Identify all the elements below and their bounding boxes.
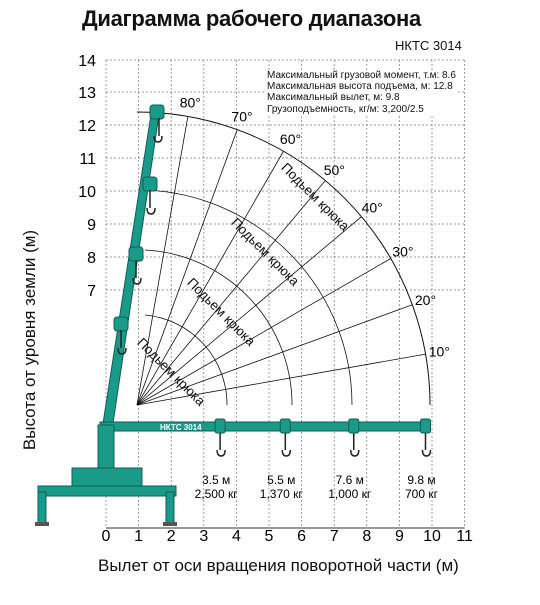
- raised-boom: [101, 107, 161, 431]
- capacity-reach: 9.8 м: [407, 473, 435, 487]
- angle-label: 80°: [180, 95, 201, 111]
- hook: [117, 347, 127, 355]
- inner-arc: [144, 314, 228, 406]
- outrigger-beam: [37, 485, 177, 497]
- angle-label: 30°: [392, 244, 413, 260]
- x-tick-label: 8: [362, 528, 371, 545]
- boom-section-head: [348, 418, 360, 434]
- crane-base: [71, 467, 143, 489]
- hook: [216, 449, 226, 457]
- x-tick-label: 5: [265, 528, 274, 545]
- angle-label: 40°: [362, 200, 383, 216]
- outrigger-pad: [35, 522, 49, 526]
- boom-section-head: [279, 418, 291, 434]
- capacity-reach: 5.5 м: [267, 473, 295, 487]
- hook: [146, 207, 156, 215]
- spec-max-reach: Максимальный вылет, м: 9.8: [267, 92, 400, 104]
- hook: [281, 449, 292, 457]
- y-tick-label: 11: [79, 151, 96, 168]
- inner-arc: [144, 249, 293, 406]
- angle-ray: [136, 116, 189, 406]
- crane: НКТС 3014: [35, 104, 432, 526]
- boom-head: [128, 246, 144, 262]
- angle-label: 10°: [429, 344, 450, 360]
- capacity-load: 700 кг: [405, 487, 439, 501]
- outrigger-pad: [163, 522, 177, 526]
- y-tick-label: 13: [78, 85, 96, 102]
- boom-head: [113, 316, 129, 332]
- angle-label: 70°: [231, 109, 252, 125]
- x-tick-label: 0: [102, 528, 111, 545]
- angle-ray: [136, 353, 426, 406]
- hook: [132, 277, 142, 285]
- y-axis-label: Высота от уровня земли (м): [20, 229, 39, 451]
- diagram-title: Диаграмма рабочего диапазона: [82, 6, 421, 31]
- angle-ray: [136, 180, 326, 406]
- capacity-reach: 3.5 м: [202, 473, 230, 487]
- x-tick-label: 10: [423, 528, 441, 545]
- spec-max-moment: Максимальный грузовой момент, т.м: 8.6: [267, 70, 456, 81]
- x-tick-label: 4: [232, 528, 241, 545]
- inner-arc: [144, 189, 353, 406]
- angle-label: 20°: [415, 292, 436, 308]
- y-tick-label: 12: [78, 118, 96, 135]
- outrigger-leg: [37, 491, 47, 525]
- x-tick-label: 1: [134, 528, 143, 545]
- x-tick-label: 6: [297, 528, 306, 545]
- y-tick-label: 10: [78, 184, 96, 201]
- capacity-load: 2,500 кг: [195, 487, 239, 501]
- boom-head: [142, 176, 158, 192]
- capacity-load: 1,000 кг: [328, 487, 372, 501]
- spec-max-height: Максимальная высота подъема, м: 12.8: [267, 81, 453, 93]
- capacity-load: 1,370 кг: [260, 487, 304, 501]
- spec-capacity: Грузоподъемность, кг/м: 3,200/2.5: [267, 103, 424, 115]
- x-tick-label: 11: [456, 528, 473, 545]
- angle-ray: [136, 129, 238, 406]
- capacity-reach: 7.6 м: [336, 473, 364, 487]
- boom-head: [149, 104, 165, 120]
- hook: [421, 449, 432, 457]
- x-tick-label: 2: [167, 528, 176, 545]
- hook-lift-label: Подьем крюка: [228, 215, 302, 289]
- angle-ray: [136, 151, 284, 406]
- angle-ray: [136, 258, 391, 406]
- range-lines: [136, 111, 431, 406]
- boom-section-head: [214, 418, 226, 434]
- y-tick-label: 8: [87, 250, 96, 267]
- model-label: НКТС 3014: [395, 38, 462, 53]
- angle-ray: [136, 216, 362, 406]
- outer-arc: [136, 111, 431, 406]
- hook: [350, 449, 360, 457]
- outrigger-leg: [165, 491, 175, 525]
- y-tick-label: 14: [78, 53, 96, 70]
- horizontal-boom: [99, 421, 431, 432]
- x-tick-label: 3: [199, 528, 208, 545]
- x-tick-label: 9: [395, 528, 404, 545]
- angle-label: 50°: [324, 162, 345, 178]
- specs-box: Максимальный грузовой момент, т.м: 8.6 М…: [265, 70, 458, 115]
- boom-section-head: [419, 418, 431, 434]
- hook: [153, 135, 163, 143]
- y-tick-label: 9: [87, 217, 96, 234]
- x-tick-label: 7: [330, 528, 339, 545]
- y-tick-label: 7: [87, 283, 96, 300]
- boom-label: НКТС 3014: [160, 423, 202, 432]
- x-axis-label: Вылет от оси вращения поворотной части (…: [98, 556, 459, 575]
- angle-ray: [136, 304, 413, 406]
- angle-label: 60°: [280, 131, 301, 147]
